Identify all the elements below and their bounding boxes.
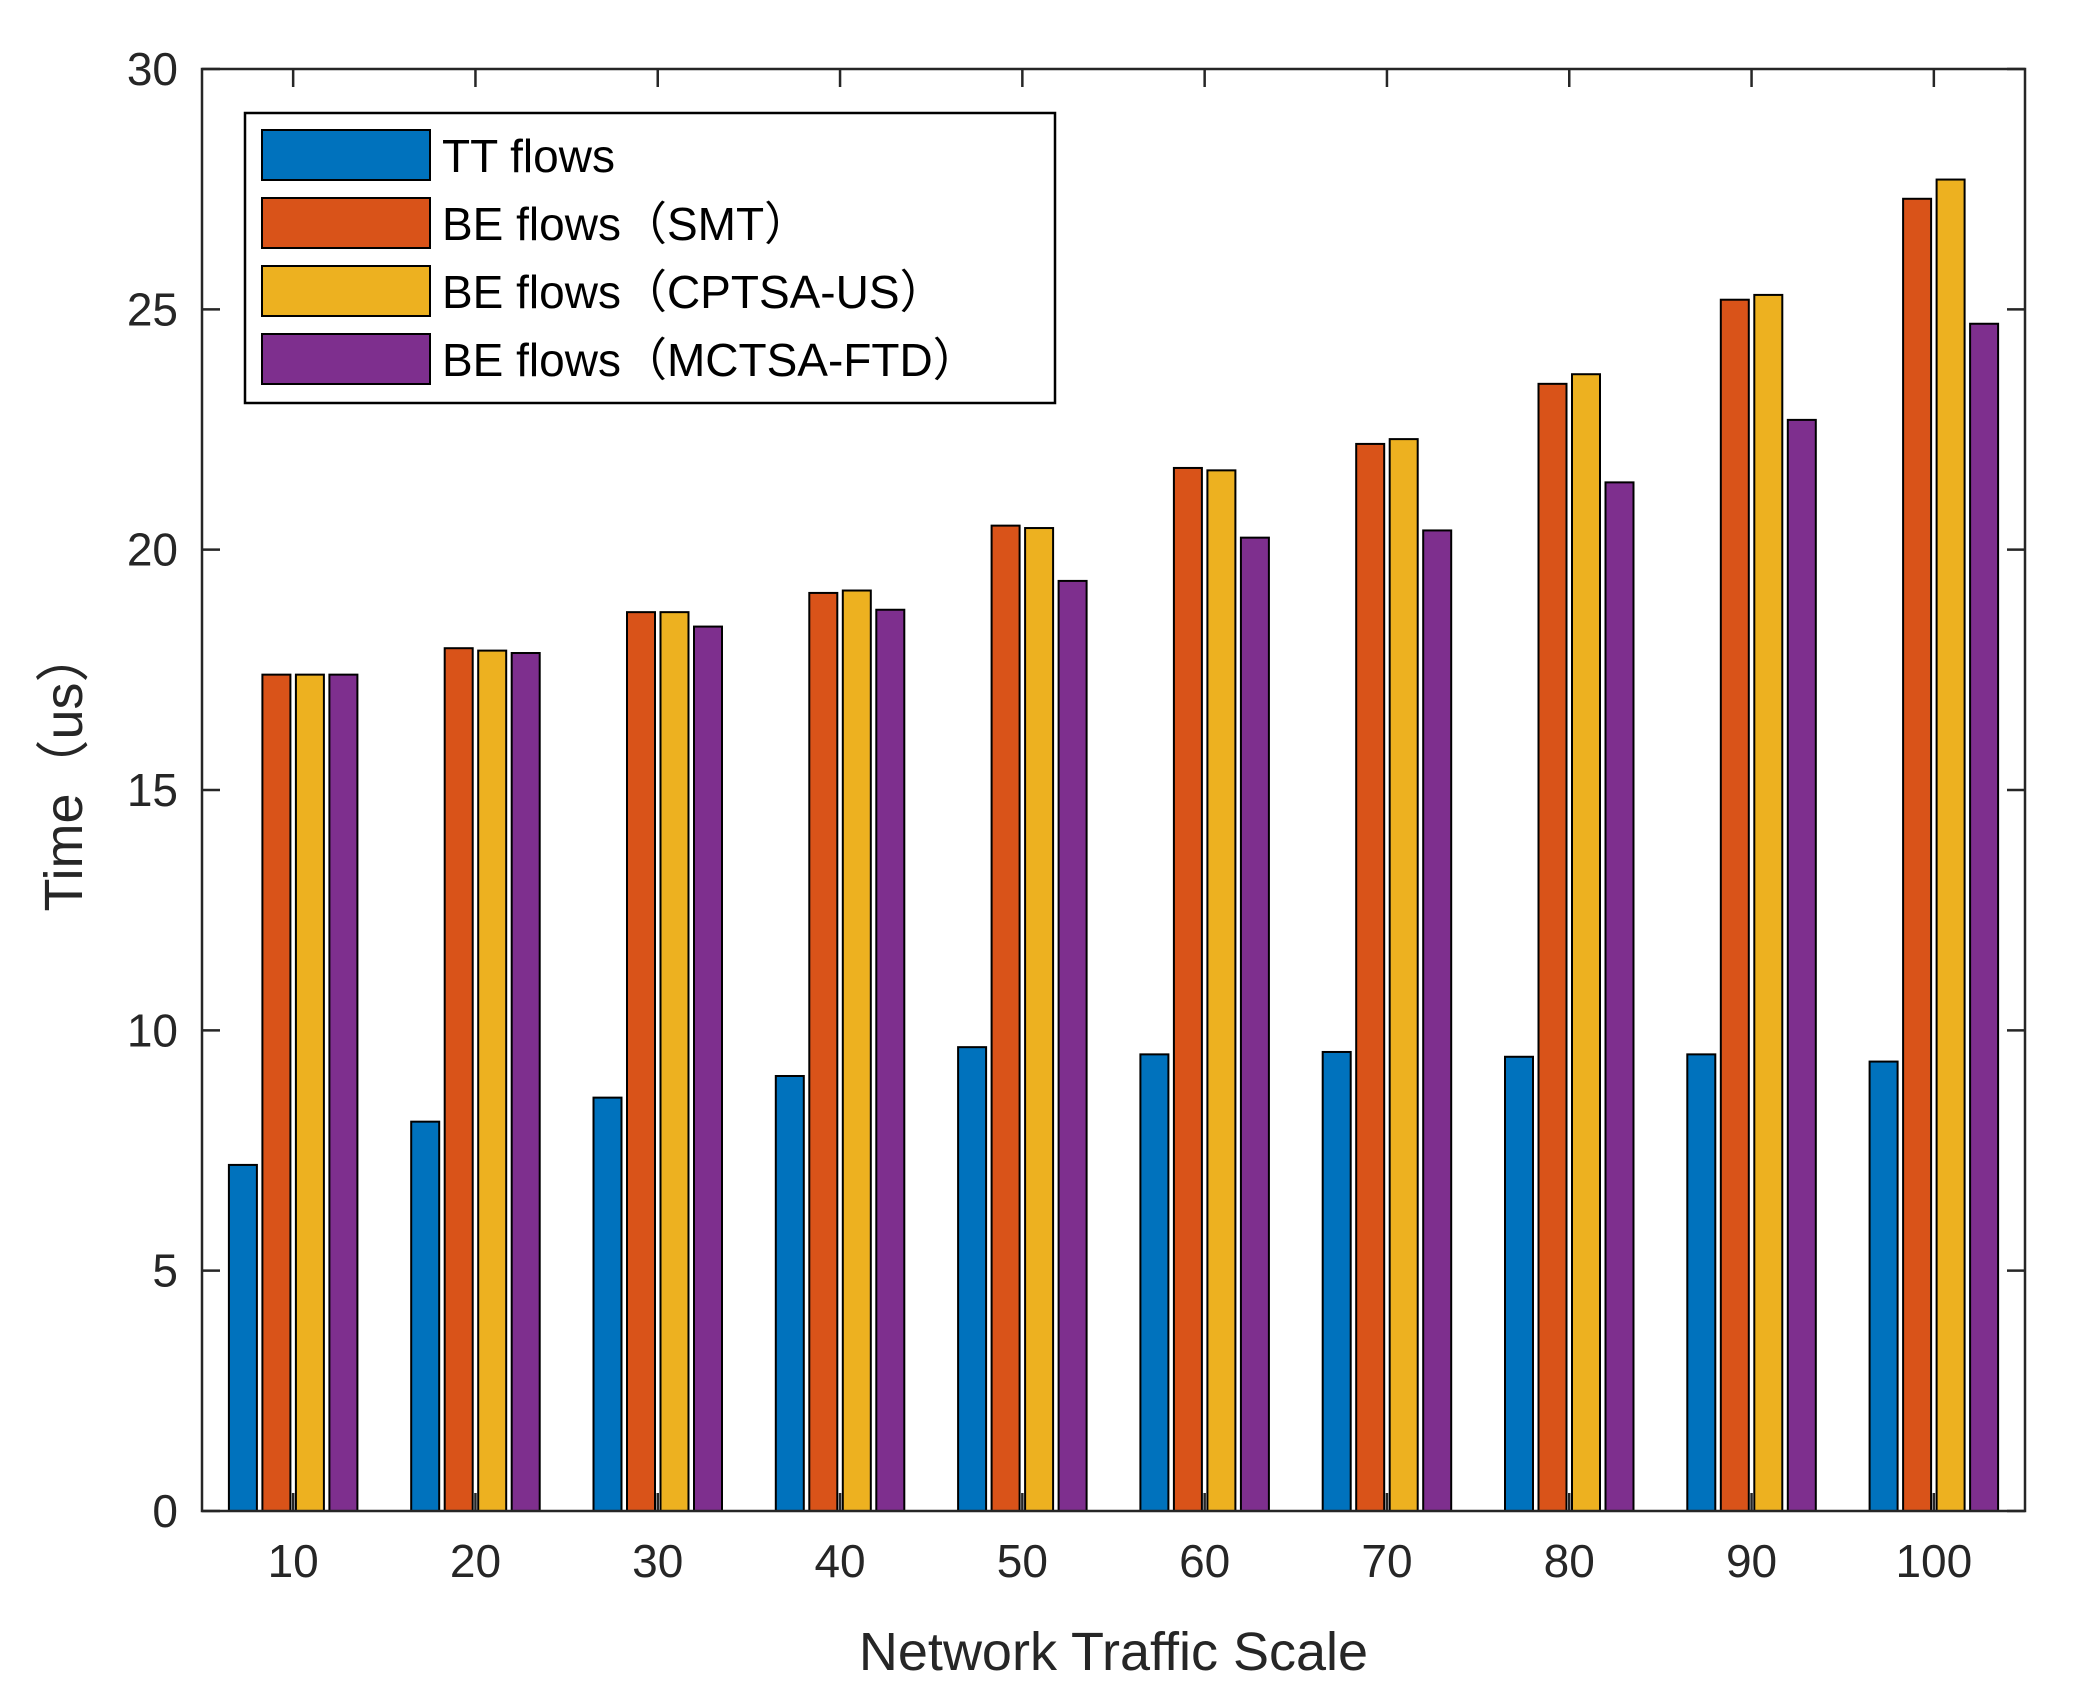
x-tick-label-10: 10 [268,1535,319,1587]
bar-be-flows-2-80 [1571,373,1601,1512]
bar-be-flows-3-80 [1604,481,1635,1513]
y-axis-label: Time（us） [34,628,94,911]
bar-be-flows-2-20 [477,649,508,1512]
y-tick-label-0: 0 [152,1485,178,1537]
bar-be-flows-3-100 [1969,322,2000,1513]
bar-be-flows-1-20 [443,647,474,1512]
bar-tt-flows-0-20 [410,1120,441,1513]
bar-be-flows-3-20 [510,652,541,1512]
bar-tt-flows-0-60 [1139,1053,1170,1513]
x-tick-label-20: 20 [450,1535,501,1587]
bar-be-flows-3-10 [328,673,359,1512]
bar-tt-flows-0-100 [1868,1060,1899,1512]
bar-be-flows-1-80 [1537,382,1568,1512]
x-axis-tick-labels: 10 20 30 40 50 60 70 80 90 100 [268,1535,1973,1587]
bar-be-flows-2-100 [1935,178,1966,1512]
bar-be-flows-1-90 [1719,298,1750,1513]
legend-swatch-0 [261,129,431,181]
bar-be-flows-3-60 [1239,536,1270,1512]
bar-be-flows-2-50 [1024,527,1055,1512]
x-axis-label: Network Traffic Scale [859,1622,1368,1682]
bar-tt-flows-0-30 [592,1096,623,1513]
y-tick-label-15: 15 [127,764,178,816]
bar-tt-flows-0-40 [774,1074,805,1513]
y-tick-label-20: 20 [127,524,178,576]
bar-be-flows-2-90 [1753,293,1784,1512]
y-tick-label-25: 25 [127,283,178,335]
bar-be-flows-1-100 [1902,197,1933,1512]
legend-swatch-1 [261,197,431,249]
legend: TT flows BE flows（SMT） BE flows（CPTSA-US） B… [243,111,1057,405]
legend-swatch-2 [261,265,431,317]
bar-be-flows-1-60 [1172,466,1203,1512]
bar-be-flows-1-70 [1355,442,1386,1512]
axis-ticks [202,67,2025,1513]
x-tick-label-80: 80 [1544,1535,1595,1587]
y-tick-label-30: 30 [127,43,178,95]
bar-be-flows-3-70 [1422,529,1453,1512]
bar-be-flows-2-40 [841,589,872,1512]
x-tick-label-30: 30 [632,1535,683,1587]
bar-tt-flows-0-70 [1321,1050,1352,1513]
x-tick-label-50: 50 [997,1535,1048,1587]
legend-label-1: BE flows（SMT） [442,198,810,250]
bar-be-flows-2-30 [659,611,690,1512]
bar-be-flows-1-40 [808,591,839,1512]
bar-be-flows-1-10 [261,673,292,1512]
bar-be-flows-3-50 [1057,579,1088,1512]
bar-tt-flows-0-80 [1504,1055,1534,1513]
bar-be-flows-1-50 [990,524,1021,1512]
legend-label-2: BE flows（CPTSA-US） [442,266,946,318]
bar-tt-flows-0-50 [957,1046,988,1512]
bar-be-flows-3-30 [693,625,723,1512]
legend-swatch-3 [261,333,431,385]
bar-be-flows-3-90 [1786,418,1817,1512]
y-axis-tick-labels: 0 5 10 15 20 25 30 [127,43,178,1537]
x-tick-label-60: 60 [1179,1535,1230,1587]
bar-tt-flows-0-90 [1686,1053,1717,1513]
x-tick-label-40: 40 [814,1535,865,1587]
bar-tt-flows-0-10 [227,1163,258,1513]
x-tick-label-100: 100 [1895,1535,1972,1587]
y-tick-label-5: 5 [152,1245,178,1297]
bar-be-flows-2-10 [294,673,325,1512]
legend-label-3: BE flows（MCTSA-FTD） [442,334,979,386]
y-tick-label-10: 10 [127,1004,178,1056]
bar-be-flows-1-30 [626,611,656,1512]
bar-be-flows-2-60 [1206,469,1237,1512]
bars-layer [227,178,2000,1513]
legend-label-0: TT flows [442,130,615,182]
x-tick-label-90: 90 [1726,1535,1777,1587]
bar-be-flows-3-40 [875,608,906,1512]
x-tick-label-70: 70 [1361,1535,1412,1587]
bar-be-flows-2-70 [1388,438,1419,1513]
